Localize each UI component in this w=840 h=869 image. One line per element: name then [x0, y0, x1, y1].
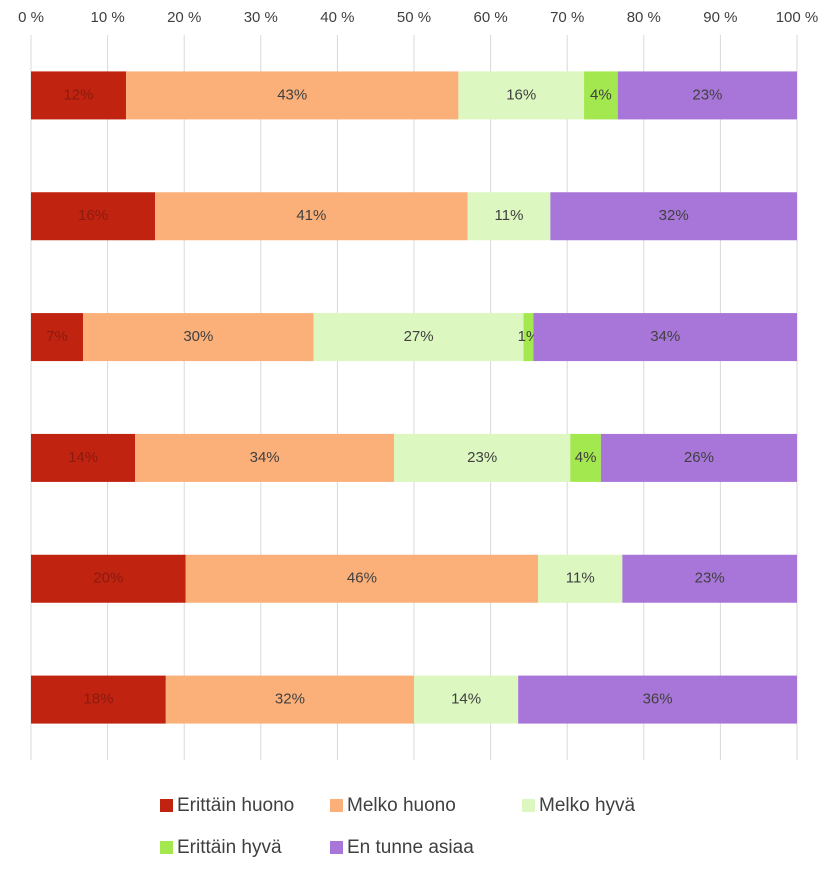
x-tick-label: 50 %	[397, 9, 431, 26]
value-label: 34%	[250, 449, 280, 466]
bar-segment	[467, 192, 551, 241]
legend-label: Erittäin huono	[177, 795, 294, 816]
bar-segment	[165, 675, 414, 724]
x-tick-label: 30 %	[244, 9, 278, 26]
value-label: 14%	[68, 449, 98, 466]
x-tick-label: 0 %	[18, 9, 44, 26]
value-label: 36%	[643, 691, 673, 708]
bar-segment	[458, 71, 585, 120]
bar-segment	[533, 313, 797, 362]
value-label: 32%	[659, 207, 689, 224]
value-label: 26%	[684, 449, 714, 466]
legend-swatch	[522, 799, 535, 812]
bar-segment	[523, 313, 534, 362]
bar-segment	[600, 433, 797, 482]
bar-segment	[622, 554, 797, 603]
bar-segment	[313, 313, 524, 362]
x-tick-label: 90 %	[703, 9, 737, 26]
bar-segment	[31, 192, 156, 241]
value-label: 30%	[183, 328, 213, 345]
bar-segment	[155, 192, 468, 241]
bar-segment	[550, 192, 797, 241]
value-label: 34%	[650, 328, 680, 345]
x-tick-label: 70 %	[550, 9, 584, 26]
value-label: 14%	[451, 691, 481, 708]
x-tick-label: 80 %	[627, 9, 661, 26]
value-label: 11%	[566, 570, 595, 587]
legend-swatch	[330, 799, 343, 812]
legend-label: Erittäin hyvä	[177, 837, 282, 858]
bar-segment	[584, 71, 618, 120]
bar-segment	[185, 554, 539, 603]
bar-segment	[83, 313, 314, 362]
bar-segment	[617, 71, 797, 120]
bar-segment	[31, 433, 136, 482]
value-label: 27%	[404, 328, 434, 345]
bar-segment	[135, 433, 395, 482]
bar-segment	[31, 71, 126, 120]
value-label: 18%	[83, 691, 113, 708]
value-label: 4%	[575, 449, 597, 466]
value-label: 11%	[495, 207, 524, 224]
value-label: 43%	[277, 86, 307, 103]
bar-segment	[31, 554, 186, 603]
value-label: 12%	[63, 86, 93, 103]
legend-label: Melko huono	[347, 795, 456, 816]
bar-segment	[31, 675, 166, 724]
x-tick-label: 20 %	[167, 9, 201, 26]
bar-segment	[570, 433, 601, 482]
bar-segment	[125, 71, 459, 120]
bar-segment	[518, 675, 797, 724]
value-label: 7%	[46, 328, 68, 345]
legend-swatch	[330, 841, 343, 854]
value-label: 4%	[590, 86, 612, 103]
value-label: 20%	[93, 570, 123, 587]
x-tick-label: 60 %	[473, 9, 507, 26]
value-label: 41%	[296, 207, 326, 224]
value-label: 23%	[467, 449, 497, 466]
value-label: 23%	[692, 86, 722, 103]
bar-segment	[538, 554, 623, 603]
value-label: 16%	[78, 207, 108, 224]
x-tick-label: 10 %	[90, 9, 124, 26]
legend-swatch	[160, 799, 173, 812]
bar-segment	[414, 675, 519, 724]
value-label: 32%	[275, 691, 305, 708]
legend-label: Melko hyvä	[539, 795, 636, 816]
bar-segment	[394, 433, 571, 482]
legend-label: En tunne asiaa	[347, 837, 474, 858]
x-tick-label: 40 %	[320, 9, 354, 26]
value-label: 23%	[695, 570, 725, 587]
value-label: 16%	[506, 86, 536, 103]
x-tick-label: 100 %	[776, 9, 819, 26]
bar-segment	[31, 313, 84, 362]
legend-swatch	[160, 841, 173, 854]
value-label: 46%	[347, 570, 377, 587]
